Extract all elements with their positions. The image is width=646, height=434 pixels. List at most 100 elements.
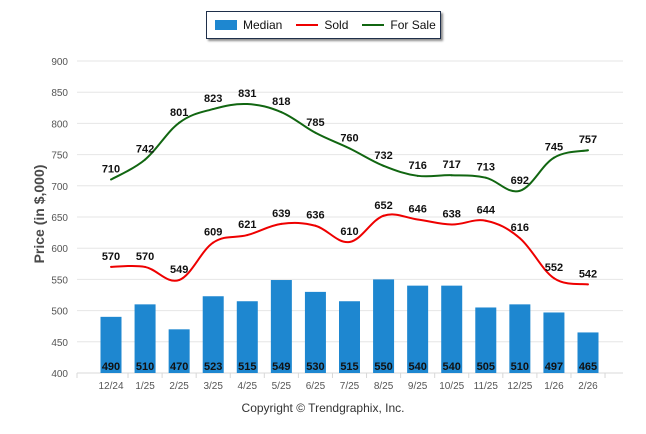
for-sale-data-label: 760 [340, 132, 358, 144]
for-sale-data-label: 785 [306, 117, 324, 129]
sold-point [518, 237, 521, 240]
median-data-label: 523 [204, 361, 222, 373]
y-tick-label: 850 [51, 88, 68, 99]
x-tick-label: 2/26 [578, 381, 598, 392]
y-tick-label: 900 [51, 57, 68, 68]
median-data-label: 540 [408, 361, 426, 373]
legend-item-sold[interactable]: Sold [296, 18, 348, 32]
x-tick-label: 5/25 [272, 381, 292, 392]
x-tick-label: 12/24 [98, 381, 123, 392]
y-tick-label: 550 [51, 275, 68, 286]
for-sale-point [314, 131, 317, 134]
sold-point [484, 219, 487, 222]
sold-data-label: 610 [340, 226, 358, 238]
for-sale-point [450, 174, 453, 177]
median-bar [577, 332, 599, 373]
median-data-label: 540 [443, 361, 461, 373]
for-sale-point [518, 189, 521, 192]
median-swatch-icon [215, 20, 237, 30]
sold-data-label: 636 [306, 210, 324, 222]
y-tick-label: 400 [51, 369, 68, 380]
median-bar [543, 312, 565, 373]
sold-point [280, 222, 283, 225]
median-data-label: 490 [102, 361, 120, 373]
x-tick-label: 3/25 [203, 381, 223, 392]
median-data-label: 549 [272, 361, 290, 373]
data-labels: 490 510 470 523 515 549 530 515 550 540 540 505 510 4… [102, 88, 597, 373]
median-bar [202, 296, 224, 373]
median-bar [475, 307, 497, 373]
sold-point [382, 214, 385, 217]
legend-label-for-sale: For Sale [390, 18, 436, 32]
for-sale-data-label: 716 [408, 160, 426, 172]
copyright-footer: Copyright © Trendgraphix, Inc. [241, 401, 405, 415]
sold-data-label: 552 [545, 262, 563, 274]
for-sale-data-label: 717 [443, 159, 461, 171]
sold-point [587, 283, 589, 286]
x-tick-label: 10/25 [439, 381, 464, 392]
sold-data-label: 570 [102, 251, 120, 263]
y-tick-label: 800 [51, 119, 68, 130]
for-sale-data-label: 823 [204, 93, 222, 105]
for-sale-point [246, 103, 249, 106]
sold-point [348, 240, 351, 243]
x-tick-label: 9/25 [408, 381, 428, 392]
sold-data-label: 639 [272, 208, 290, 220]
y-tick-labels: 400 450 500 550 600 650 700 750 800 850 900 [51, 57, 68, 380]
median-bar [168, 329, 190, 373]
sold-point [314, 224, 317, 227]
sold-data-label: 652 [374, 200, 392, 212]
sold-point [416, 218, 419, 221]
median-bar [441, 285, 463, 373]
x-tick-label: 8/25 [374, 381, 394, 392]
y-tick-label: 600 [51, 244, 68, 255]
x-tick-label: 6/25 [306, 381, 326, 392]
median-data-label: 505 [477, 361, 495, 373]
x-tick-label: 2/25 [169, 381, 189, 392]
y-tick-label: 700 [51, 182, 68, 193]
legend-item-for-sale[interactable]: For Sale [362, 18, 436, 32]
median-data-label: 465 [579, 361, 597, 373]
sold-swatch-icon [296, 24, 319, 26]
median-bar [373, 279, 395, 373]
for-sale-data-label: 745 [545, 142, 563, 154]
sold-data-label: 638 [443, 208, 461, 220]
x-tick-label: 12/25 [507, 381, 532, 392]
x-tick-label: 7/25 [340, 381, 360, 392]
sold-point [144, 265, 147, 268]
y-tick-label: 750 [51, 151, 68, 162]
for-sale-data-label: 742 [136, 144, 154, 156]
for-sale-point [144, 158, 147, 161]
y-tick-label: 500 [51, 307, 68, 318]
for-sale-point [382, 164, 385, 167]
median-bar [134, 304, 156, 373]
x-tick-label: 1/26 [544, 381, 564, 392]
trend-lines [110, 102, 589, 286]
median-data-label: 515 [340, 361, 358, 373]
median-data-label: 515 [238, 361, 256, 373]
median-bars [100, 279, 599, 373]
sold-point [552, 277, 555, 280]
sold-data-label: 646 [408, 203, 426, 215]
median-data-label: 510 [511, 361, 529, 373]
sold-point [246, 234, 249, 237]
median-bar [339, 301, 360, 373]
sold-point [450, 223, 453, 226]
sold-data-label: 570 [136, 251, 154, 263]
median-data-label: 497 [545, 361, 563, 373]
median-bar [236, 301, 258, 373]
median-bar [407, 285, 429, 373]
for-sale-data-label: 713 [477, 162, 495, 174]
for-sale-data-label: 801 [170, 107, 188, 119]
for-sale-point [484, 176, 487, 179]
for-sale-data-label: 692 [511, 175, 529, 187]
median-bar [304, 291, 326, 373]
for-sale-point [552, 156, 555, 159]
for-sale-data-label: 757 [579, 134, 597, 146]
y-axis-label: Price (in $,000) [31, 164, 47, 264]
x-tick-label: 11/25 [474, 381, 499, 392]
legend-item-median[interactable]: Median [215, 18, 282, 32]
legend-label-sold: Sold [324, 18, 349, 32]
for-sale-data-label: 831 [238, 88, 256, 100]
